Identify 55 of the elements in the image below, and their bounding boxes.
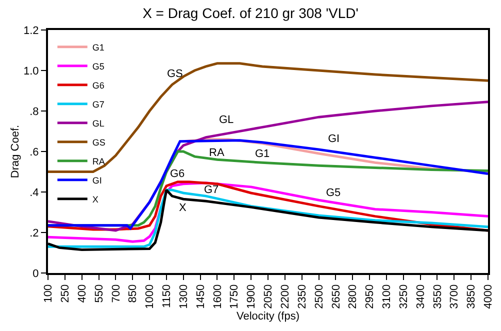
text: X bbox=[179, 202, 186, 214]
x-axis-title: Velocity (fps) bbox=[236, 310, 300, 323]
x-tick-label: 100 bbox=[42, 284, 55, 303]
legend-label: G1 bbox=[92, 42, 104, 52]
y-tick-label: .8 bbox=[30, 106, 39, 118]
text: G7 bbox=[204, 184, 219, 196]
y-tick-label: .6 bbox=[30, 146, 39, 158]
x-tick-label: 4000 bbox=[482, 284, 495, 309]
legend-label: G7 bbox=[92, 99, 104, 110]
text: G6 bbox=[170, 168, 185, 180]
x-tick-label: 1600 bbox=[212, 284, 224, 309]
legend-label: GI bbox=[92, 175, 102, 186]
chart-title: X = Drag Coef. of 210 gr 308 'VLD' bbox=[142, 5, 358, 22]
legend-label: G5 bbox=[92, 61, 104, 72]
x-tick-label: 850 bbox=[127, 284, 140, 303]
y-tick-label: .2 bbox=[30, 227, 39, 240]
x-tick-label: 2800 bbox=[347, 284, 360, 309]
x-tick-label: 2050 bbox=[262, 284, 275, 309]
x-tick-label: 1150 bbox=[161, 284, 174, 308]
legend-label: X bbox=[92, 194, 98, 204]
legend-label: G6 bbox=[92, 80, 104, 90]
y-tick-label: .4 bbox=[30, 186, 39, 199]
text: GL bbox=[219, 114, 234, 126]
x-tick-label: 3700 bbox=[448, 284, 461, 309]
x-tick-label: 2500 bbox=[313, 284, 326, 309]
x-tick-label: 1750 bbox=[228, 284, 241, 309]
legend-label: GL bbox=[92, 118, 104, 128]
x-tick-label: 3550 bbox=[432, 284, 444, 309]
legend-label: GS bbox=[92, 137, 106, 148]
x-tick-label: 2200 bbox=[279, 284, 292, 309]
text: GI bbox=[328, 133, 340, 145]
y-tick-label: 1.2 bbox=[24, 24, 39, 37]
text: G1 bbox=[255, 148, 270, 160]
x-tick-label: 1000 bbox=[144, 284, 156, 309]
x-tick-label: 250 bbox=[59, 284, 72, 303]
y-tick-label: 0 bbox=[32, 268, 39, 280]
x-tick-label: 550 bbox=[93, 284, 106, 303]
x-tick-label: 700 bbox=[110, 284, 122, 303]
x-tick-label: 3100 bbox=[381, 284, 394, 309]
text: G5 bbox=[326, 187, 341, 199]
x-tick-label: 3400 bbox=[414, 284, 427, 309]
y-tick-label: 1.0 bbox=[24, 65, 39, 78]
text: RA bbox=[209, 147, 224, 159]
x-tick-label: 400 bbox=[76, 284, 88, 303]
x-tick-label: 2350 bbox=[296, 284, 308, 309]
x-tick-label: 1300 bbox=[178, 284, 190, 309]
x-tick-label: 1900 bbox=[246, 284, 258, 309]
legend-label: RA bbox=[92, 156, 105, 166]
x-tick-label: 2650 bbox=[330, 284, 342, 309]
y-axis-title: Drag Coef. bbox=[10, 124, 22, 178]
x-tick-label: 2950 bbox=[364, 284, 376, 309]
x-tick-label: 3250 bbox=[398, 284, 410, 309]
text: GS bbox=[167, 68, 183, 80]
x-tick-label: 1450 bbox=[194, 284, 207, 309]
x-tick-label: 3850 bbox=[466, 284, 478, 309]
